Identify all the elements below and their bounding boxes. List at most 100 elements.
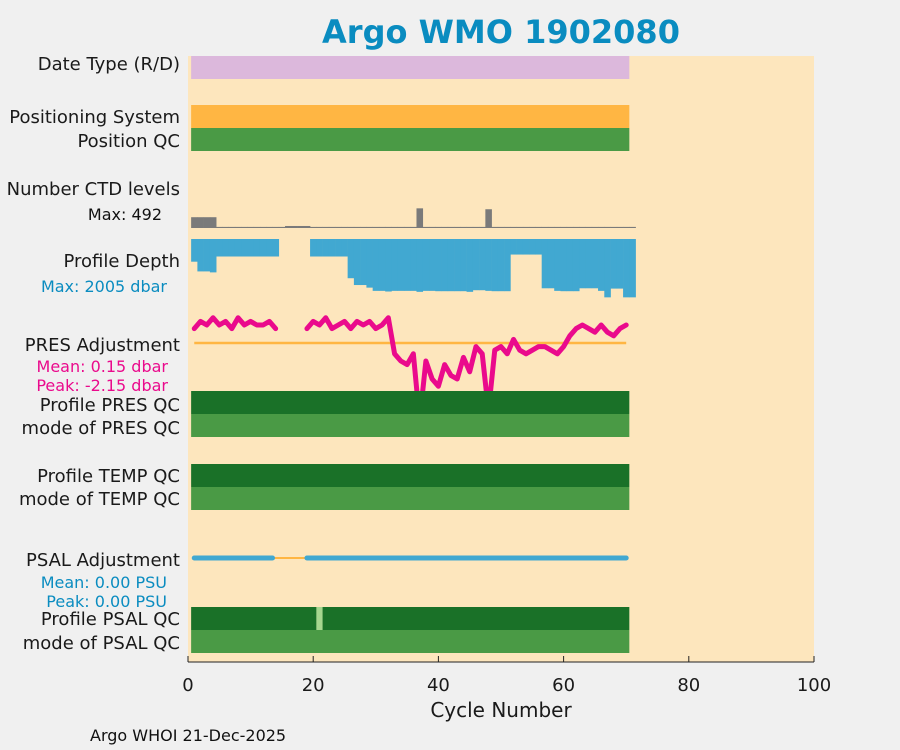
depth-bar bbox=[579, 239, 586, 289]
depth-bar bbox=[310, 239, 317, 257]
depth-bar bbox=[598, 239, 605, 291]
x-tick-label: 0 bbox=[182, 675, 193, 696]
label-profile-depth: Profile Depth bbox=[63, 251, 180, 272]
depth-bar bbox=[234, 239, 242, 257]
depth-bar bbox=[435, 239, 442, 292]
depth-bar bbox=[216, 239, 223, 257]
ctd-bar bbox=[341, 226, 348, 228]
ctd-bar bbox=[372, 226, 380, 228]
depth-bar bbox=[353, 239, 361, 286]
depth-bar bbox=[454, 239, 461, 292]
x-tick-label: 80 bbox=[677, 675, 700, 696]
ctd-bar bbox=[328, 226, 336, 228]
plot-background bbox=[188, 56, 814, 662]
ctd-bar bbox=[291, 225, 298, 228]
depth-bar bbox=[447, 239, 455, 292]
label-position-qc: Position QC bbox=[77, 131, 180, 152]
x-tick-label: 60 bbox=[552, 675, 575, 696]
ctd-bar bbox=[247, 226, 255, 228]
ctd-bar bbox=[491, 226, 499, 228]
ctd-bar bbox=[604, 226, 611, 228]
label-mode-psal-qc: mode of PSAL QC bbox=[23, 633, 180, 654]
depth-bar bbox=[203, 239, 211, 272]
ctd-bar bbox=[479, 226, 486, 228]
ctd-bar bbox=[278, 226, 286, 228]
depth-bar bbox=[316, 239, 323, 257]
ctd-bar bbox=[385, 226, 392, 228]
ctd-bar bbox=[209, 217, 217, 228]
ctd-bar bbox=[485, 209, 492, 228]
psal-peak-text: Peak: 0.00 PSU bbox=[46, 592, 167, 611]
ctd-bar bbox=[297, 225, 305, 228]
depth-bar bbox=[616, 239, 624, 289]
ctd-bar bbox=[554, 226, 561, 228]
ctd-bar bbox=[466, 226, 474, 228]
depth-bar bbox=[541, 239, 549, 289]
ctd-bar bbox=[403, 226, 411, 228]
ctd-bar bbox=[266, 226, 273, 228]
label-date-type: Date Type (R/D) bbox=[38, 54, 180, 75]
pres-adjustment-line bbox=[191, 315, 279, 332]
ctd-bar bbox=[203, 217, 211, 228]
ctd-bar bbox=[435, 226, 442, 228]
depth-bar bbox=[572, 239, 580, 292]
ctd-bar bbox=[541, 226, 549, 228]
ctd-levels-bars bbox=[191, 208, 636, 228]
ctd-bar bbox=[197, 217, 204, 228]
depth-bar bbox=[259, 239, 267, 257]
ctd-max-text: Max: 492 bbox=[88, 205, 162, 224]
depth-bar bbox=[372, 239, 380, 291]
depth-bar bbox=[604, 239, 611, 298]
ctd-bar bbox=[585, 226, 593, 228]
label-mode-temp-qc: mode of TEMP QC bbox=[19, 489, 180, 510]
ctd-bar bbox=[397, 226, 405, 228]
label-mode-pres-qc: mode of PRES QC bbox=[22, 418, 180, 439]
ctd-bar bbox=[429, 226, 436, 228]
ctd-bar bbox=[598, 226, 605, 228]
mode-temp-qc-bar bbox=[191, 487, 630, 510]
depth-bar bbox=[566, 239, 574, 292]
ctd-bar bbox=[616, 226, 624, 228]
depth-bar bbox=[472, 239, 480, 291]
depth-max-text: Max: 2005 dbar bbox=[41, 277, 167, 296]
ctd-bar bbox=[310, 226, 317, 228]
x-axis-ticks: 0 20 40 60 80 100 bbox=[182, 656, 831, 696]
date-type-bar bbox=[191, 56, 630, 79]
ctd-bar bbox=[579, 226, 586, 228]
ctd-bar bbox=[241, 226, 248, 228]
ctd-bar bbox=[454, 226, 461, 228]
depth-bar bbox=[385, 239, 392, 292]
x-tick-label: 100 bbox=[797, 675, 831, 696]
depth-bar bbox=[403, 239, 411, 291]
ctd-bar bbox=[535, 226, 542, 228]
depth-bar bbox=[328, 239, 336, 257]
label-positioning-system: Positioning System bbox=[9, 107, 180, 128]
x-tick-label: 20 bbox=[302, 675, 325, 696]
ctd-bar bbox=[623, 226, 630, 228]
ctd-bar bbox=[222, 226, 229, 228]
depth-bar bbox=[322, 239, 330, 257]
depth-bar bbox=[416, 239, 424, 292]
depth-bar bbox=[479, 239, 486, 291]
depth-bar bbox=[504, 239, 511, 292]
label-psal-adjustment: PSAL Adjustment bbox=[26, 550, 180, 571]
depth-bar bbox=[266, 239, 273, 257]
ctd-bar bbox=[472, 226, 480, 228]
depth-bar bbox=[378, 239, 386, 291]
depth-bar bbox=[347, 239, 355, 279]
depth-bar bbox=[510, 239, 517, 255]
depth-bar bbox=[522, 239, 530, 255]
depth-bar bbox=[360, 239, 367, 286]
depth-bar bbox=[497, 239, 505, 292]
ctd-bar bbox=[228, 226, 236, 228]
ctd-bar bbox=[529, 226, 536, 228]
ctd-bar bbox=[272, 226, 280, 228]
ctd-bar bbox=[353, 226, 361, 228]
ctd-bar bbox=[560, 226, 568, 228]
ctd-bar bbox=[547, 226, 555, 228]
depth-bar bbox=[272, 239, 280, 257]
psal-mean-text: Mean: 0.00 PSU bbox=[41, 573, 167, 592]
depth-bar bbox=[629, 239, 636, 298]
ctd-bar bbox=[510, 226, 517, 228]
depth-bar bbox=[391, 239, 399, 291]
